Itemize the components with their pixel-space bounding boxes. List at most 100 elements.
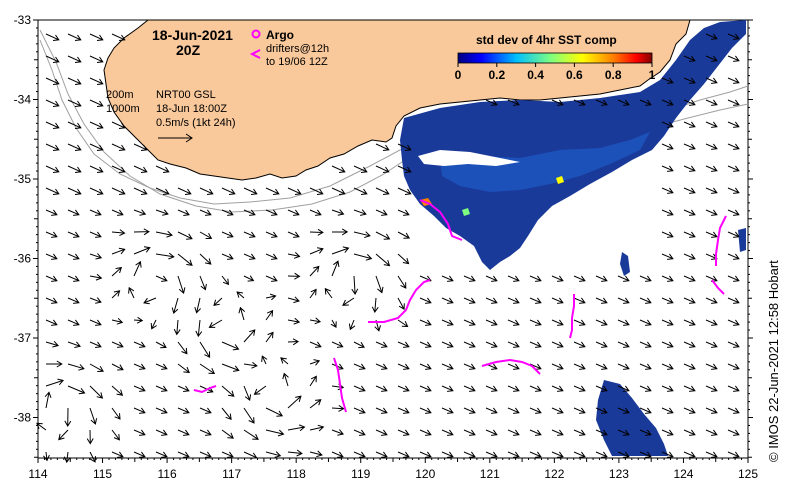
current-arrow — [551, 407, 564, 414]
y-axis: -33 -34 -35 -36 -37 -38 — [14, 13, 753, 458]
current-arrow — [155, 429, 168, 436]
current-arrow — [89, 209, 102, 216]
current-arrow — [89, 77, 104, 85]
drifter-track — [419, 199, 463, 241]
current-arrow — [397, 363, 410, 370]
current-arrow — [243, 407, 255, 424]
current-arrow — [551, 363, 564, 370]
current-arrow — [683, 209, 696, 216]
current-arrow — [221, 385, 235, 397]
current-arrow — [705, 451, 718, 458]
current-arrow — [243, 385, 252, 402]
current-arrow — [705, 429, 718, 436]
current-arrow — [661, 429, 674, 436]
current-arrow — [705, 385, 718, 392]
current-arrow — [419, 407, 432, 414]
current-arrow — [705, 165, 718, 172]
current-arrow — [661, 253, 674, 260]
drifter-track — [333, 357, 347, 413]
current-arrow — [507, 451, 520, 458]
current-arrow — [309, 424, 325, 432]
current-arrow — [331, 429, 345, 436]
current-arrow — [353, 231, 371, 238]
time-label: 20Z — [176, 42, 201, 58]
current-arrow — [67, 253, 80, 260]
current-arrow — [133, 228, 150, 236]
current-arrow — [661, 143, 674, 150]
current-arrow — [683, 297, 696, 304]
current-arrow — [375, 341, 388, 348]
drifter-track — [193, 385, 217, 394]
current-arrow — [265, 275, 278, 282]
current-arrow — [551, 275, 564, 282]
current-arrow — [617, 429, 630, 436]
current-arrow — [287, 424, 306, 432]
current-arrow — [89, 55, 104, 63]
current-arrow — [133, 429, 146, 436]
current-arrow — [463, 319, 476, 326]
colorbar-tick-label: 1 — [649, 68, 656, 82]
current-arrow — [143, 297, 157, 305]
current-arrow — [133, 209, 147, 216]
current-arrow — [111, 229, 126, 237]
x-tick-label: 121 — [480, 467, 500, 481]
drifter-track — [711, 279, 725, 295]
current-arrow — [199, 341, 211, 359]
current-arrow — [111, 247, 126, 255]
current-arrow — [177, 407, 190, 414]
current-arrow — [342, 297, 355, 306]
current-arrow — [309, 288, 317, 299]
current-arrow — [375, 407, 388, 414]
current-arrow — [595, 407, 608, 414]
product-label: NRT00 GSL — [156, 89, 216, 101]
current-arrow — [309, 265, 320, 277]
current-arrow — [573, 451, 586, 458]
current-arrow — [727, 451, 740, 458]
current-arrow — [441, 297, 454, 304]
current-arrow — [45, 319, 58, 326]
current-arrow — [507, 363, 520, 370]
current-arrow — [67, 33, 82, 41]
current-arrow — [243, 209, 256, 216]
current-arrow — [683, 385, 696, 392]
current-arrow — [639, 363, 652, 370]
current-arrow — [236, 291, 245, 299]
current-arrow — [45, 187, 60, 195]
current-arrow — [309, 247, 324, 255]
colorbar-gradient — [457, 52, 653, 64]
contour-1000m-label: 1000m — [106, 103, 140, 115]
current-arrow — [485, 341, 498, 348]
current-arrow — [243, 253, 256, 260]
current-arrow — [45, 378, 65, 387]
current-arrow — [463, 385, 476, 392]
current-arrow — [617, 99, 630, 106]
current-arrow — [243, 429, 259, 440]
colorbar-title: std dev of 4hr SST comp — [476, 33, 617, 47]
current-arrow — [727, 143, 740, 150]
current-arrow — [375, 231, 391, 240]
current-arrow — [375, 451, 388, 458]
current-arrow — [111, 165, 126, 173]
current-arrow — [199, 451, 212, 458]
x-tick-label: 125 — [738, 467, 758, 481]
current-arrow — [199, 187, 214, 195]
current-arrow — [595, 99, 608, 106]
sst-stddev-overlay — [400, 20, 746, 456]
current-arrow — [287, 317, 301, 325]
current-arrow — [375, 429, 388, 436]
current-arrow — [331, 165, 346, 173]
current-arrow — [661, 187, 674, 194]
current-arrow — [177, 385, 190, 392]
current-arrow — [89, 99, 104, 107]
current-arrow — [133, 341, 146, 348]
current-arrow — [573, 363, 586, 370]
current-arrow — [331, 228, 349, 236]
current-arrow — [45, 165, 60, 173]
argo-marker-icon — [251, 29, 261, 39]
current-arrow — [705, 319, 718, 326]
current-arrow — [661, 275, 674, 282]
current-arrow — [309, 375, 317, 387]
current-arrow — [441, 385, 454, 392]
current-arrow — [683, 99, 696, 106]
current-arrow — [331, 209, 345, 216]
